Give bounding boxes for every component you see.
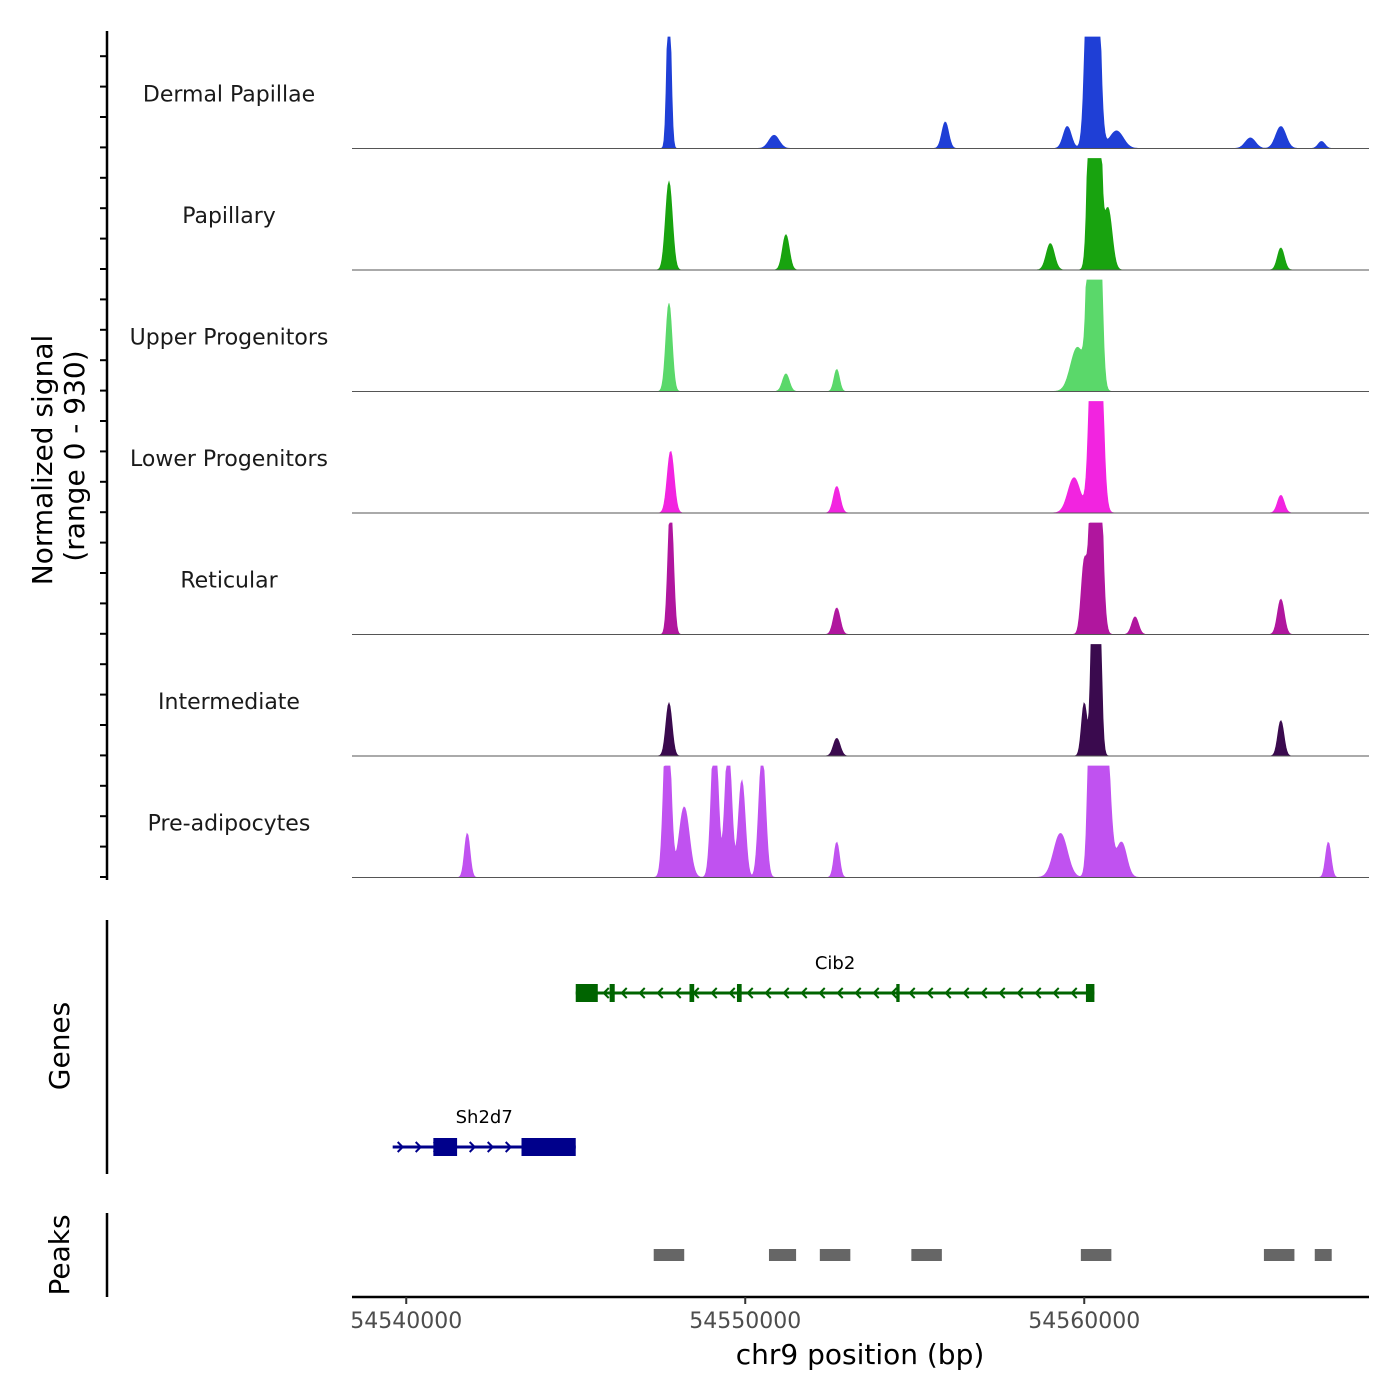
track-6: Intermediate (158, 644, 1369, 757)
track-2: Papillary (182, 158, 1369, 271)
coverage-tracks: Dermal Papillae Papillary Upper Progenitor… (130, 36, 1369, 878)
x-axis-label: chr9 position (bp) (736, 1338, 985, 1371)
strand-arrow (728, 987, 736, 999)
track-1: Dermal Papillae (143, 36, 1369, 149)
strand-arrow (620, 987, 628, 999)
strand-arrow (944, 987, 952, 999)
strand-arrow (908, 987, 916, 999)
coverage-y-ticks (100, 55, 107, 878)
gene-name: Sh2d7 (456, 1107, 513, 1128)
strand-arrow (1070, 987, 1078, 999)
strand-arrow (674, 987, 682, 999)
strand-arrow (998, 987, 1006, 999)
coverage-y-label-line2: (range 0 - 930) (58, 350, 91, 561)
gene-cib2: Cib2 (575, 953, 1095, 1002)
gene-name: Cib2 (815, 953, 855, 974)
strand-arrow (836, 987, 844, 999)
track-3: Upper Progenitors (130, 279, 1369, 392)
exon (896, 984, 900, 1002)
track-4: Lower Progenitors (130, 401, 1369, 514)
track-label: Intermediate (158, 690, 300, 715)
track-label: Papillary (182, 204, 276, 229)
signal-area (352, 522, 1369, 635)
strand-arrow (1052, 987, 1060, 999)
strand-arrow (1034, 987, 1042, 999)
peak-region (768, 1249, 797, 1261)
coverage-y-label-line1: Normalized signal (26, 335, 59, 586)
peak-track (653, 1249, 1332, 1261)
x-tick-label: 54540000 (350, 1309, 462, 1334)
strand-arrow (872, 987, 880, 999)
exon (521, 1138, 576, 1156)
exon (575, 984, 598, 1002)
signal-area (352, 644, 1369, 757)
strand-arrow (980, 987, 988, 999)
peak-region (1263, 1249, 1295, 1261)
strand-arrow (818, 987, 826, 999)
strand-arrow (782, 987, 790, 999)
signal-area (352, 36, 1369, 149)
strand-arrow (638, 987, 646, 999)
track-label: Pre-adipocytes (148, 812, 311, 837)
track-label: Dermal Papillae (143, 83, 315, 108)
strand-arrow (890, 987, 898, 999)
track-7: Pre-adipocytes (148, 765, 1369, 878)
peak-region (911, 1249, 942, 1261)
strand-arrow (602, 987, 610, 999)
peak-region (1080, 1249, 1112, 1261)
track-label: Reticular (180, 569, 278, 594)
track-label: Upper Progenitors (130, 326, 329, 351)
strand-arrow (710, 987, 718, 999)
gene-track: Cib2 Sh2d7 (392, 953, 1095, 1156)
genes-y-label: Genes (43, 1002, 76, 1090)
strand-arrow (962, 987, 970, 999)
x-tick-label: 54550000 (689, 1309, 801, 1334)
strand-arrow (854, 987, 862, 999)
exon (609, 984, 615, 1002)
exon (689, 984, 695, 1002)
strand-arrow (746, 987, 754, 999)
track-label: Lower Progenitors (130, 447, 328, 472)
exon (736, 984, 742, 1002)
exon (1085, 984, 1095, 1002)
axes: 54540000 54550000 54560000 Normalized sign… (26, 31, 1369, 1371)
strand-arrow (764, 987, 772, 999)
peak-region (819, 1249, 851, 1261)
signal-area (352, 765, 1369, 878)
track-5: Reticular (180, 522, 1369, 635)
x-tick-label: 54560000 (1028, 1309, 1140, 1334)
x-ticks: 54540000 54550000 54560000 (350, 1297, 1140, 1334)
strand-arrow (414, 1141, 423, 1153)
strand-arrow (800, 987, 808, 999)
peak-region (1314, 1249, 1332, 1261)
gene-sh2d7: Sh2d7 (392, 1107, 576, 1156)
signal-area (352, 401, 1369, 514)
strand-arrow (486, 1141, 495, 1153)
strand-arrow (1016, 987, 1024, 999)
peaks-y-label: Peaks (43, 1214, 76, 1295)
strand-arrow (504, 1141, 513, 1153)
exon (433, 1138, 458, 1156)
strand-arrow (468, 1141, 477, 1153)
strand-arrow (926, 987, 934, 999)
signal-area (352, 279, 1369, 392)
signal-area (352, 158, 1369, 271)
strand-arrow (656, 987, 664, 999)
peak-region (653, 1249, 685, 1261)
strand-arrow (396, 1141, 405, 1153)
